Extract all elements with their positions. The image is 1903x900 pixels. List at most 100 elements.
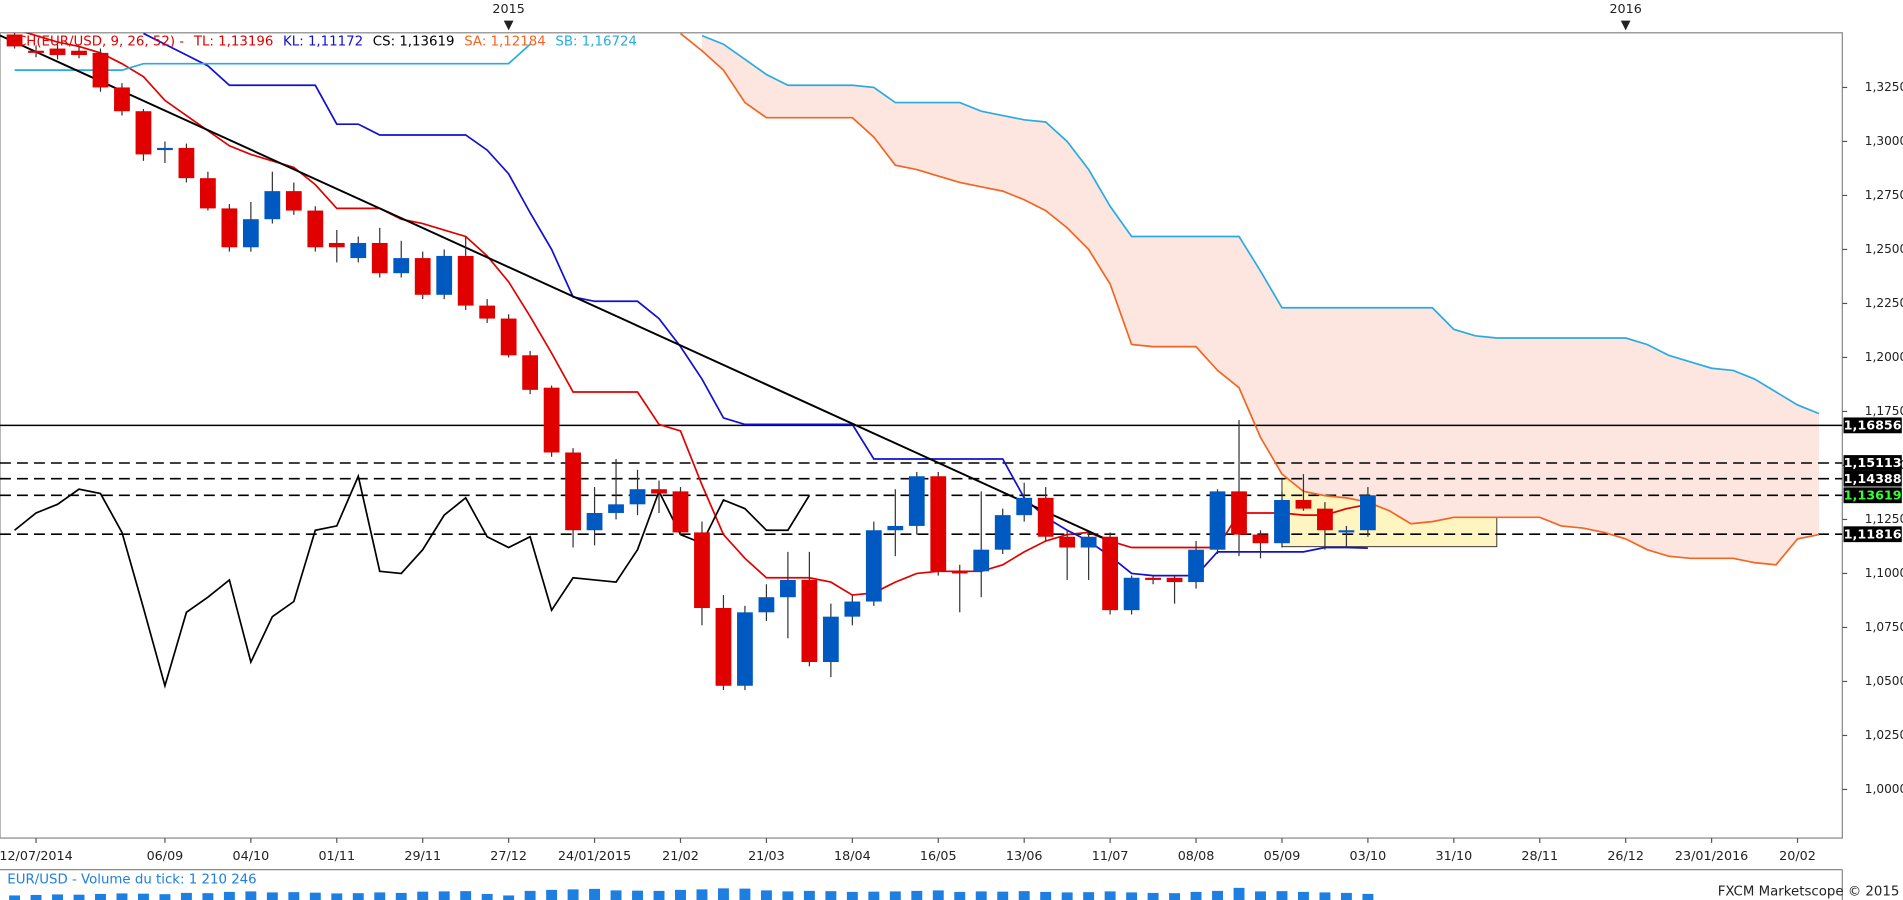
indicator-line xyxy=(143,32,1368,577)
candle-body xyxy=(221,208,238,248)
candle-body xyxy=(629,489,646,505)
candle-body xyxy=(350,242,367,259)
cloud xyxy=(701,35,1820,565)
candle-body xyxy=(1059,536,1076,548)
x-tick-label: 04/10 xyxy=(233,849,270,864)
volume-bar xyxy=(1104,891,1116,900)
volume-bar xyxy=(1276,891,1288,900)
candle-body xyxy=(1317,508,1333,531)
candle-body xyxy=(1188,549,1204,583)
y-tick-label: 1,0250 xyxy=(1865,728,1903,742)
candle-body xyxy=(242,219,259,248)
candle-body xyxy=(92,52,109,88)
volume-bar xyxy=(717,888,729,900)
candle-body xyxy=(522,355,539,390)
candle-body xyxy=(586,512,603,531)
candle-body xyxy=(908,476,925,526)
volume-bar xyxy=(1126,892,1138,900)
level-label-box xyxy=(1843,455,1902,471)
trendline xyxy=(0,34,1111,542)
x-tick-label: 06/09 xyxy=(147,849,184,864)
indicator-line xyxy=(679,32,1820,566)
candle-body xyxy=(307,210,324,248)
candle-body xyxy=(1338,530,1355,533)
candle-body xyxy=(1123,577,1140,611)
candle-body xyxy=(1209,491,1226,550)
volume-bar xyxy=(137,893,149,900)
candle-body xyxy=(1295,500,1312,509)
x-tick-label: 03/10 xyxy=(1350,849,1387,864)
candle-body xyxy=(672,491,689,533)
candle-body xyxy=(715,608,732,686)
candle-body xyxy=(951,571,968,574)
candle-body xyxy=(500,318,517,356)
candle-body xyxy=(264,191,281,220)
volume-bar xyxy=(589,888,601,900)
legend-entry: TL: 1,13196 xyxy=(193,34,273,49)
candle-body xyxy=(371,242,388,274)
candle-body xyxy=(1016,497,1033,516)
volume-bar xyxy=(1255,891,1266,900)
volume-bar xyxy=(954,891,966,900)
level-label-box xyxy=(1843,417,1902,434)
candle-body xyxy=(436,255,453,295)
candle-body xyxy=(328,242,345,248)
candle-body xyxy=(200,178,216,209)
candle-body xyxy=(1102,536,1119,611)
volume-bar xyxy=(803,890,815,900)
volume-bar xyxy=(223,891,235,900)
volume-bar xyxy=(1040,891,1052,900)
candle-body xyxy=(608,504,624,513)
x-tick-label: 11/07 xyxy=(1092,849,1129,864)
candle-body xyxy=(457,255,474,306)
legend-entry: SA: 1,12184 xyxy=(464,34,546,49)
volume-bar xyxy=(1340,892,1352,900)
volume-bar xyxy=(653,890,665,900)
x-tick-label: 31/10 xyxy=(1435,849,1472,864)
volume-bar xyxy=(911,890,923,900)
y-tick-label: 1,1750 xyxy=(1865,404,1903,418)
volume-bar xyxy=(331,893,343,900)
x-tick-label: 08/08 xyxy=(1178,849,1215,864)
candle-body xyxy=(1231,491,1247,535)
candle-body xyxy=(651,489,667,494)
candle-body xyxy=(737,612,753,686)
candle-body xyxy=(414,258,431,295)
volume-bar xyxy=(546,889,558,900)
volume-bar xyxy=(1297,891,1309,900)
volume-bar xyxy=(524,890,536,900)
legend-entry: CS: 1,13619 xyxy=(373,34,455,49)
volume-label: EUR/USD - Volume du tick: 1 210 246 xyxy=(7,872,256,887)
volume-bar xyxy=(846,891,858,900)
candle-body xyxy=(822,616,839,663)
volume-bar xyxy=(1190,891,1202,900)
x-tick-label: 27/12 xyxy=(490,849,527,864)
indicator-legend: CH(EUR/USD, 9, 26, 52) - TL: 1,13196 KL: 1… xyxy=(17,34,637,49)
volume-bar xyxy=(266,892,278,900)
level-label: 1,15113 xyxy=(1844,456,1902,471)
volume-bar xyxy=(632,890,643,900)
candle-body xyxy=(1080,536,1097,548)
candle-body xyxy=(1274,500,1290,544)
volume-bar xyxy=(1362,893,1374,900)
candle-body xyxy=(780,579,796,598)
volume-bar xyxy=(997,891,1009,900)
candle-body xyxy=(71,50,87,56)
candle-body xyxy=(543,387,560,453)
x-tick-label: 21/02 xyxy=(662,849,699,864)
level-label: 1,14388 xyxy=(1844,472,1902,487)
candle-body xyxy=(694,532,710,609)
y-tick-label: 1,0750 xyxy=(1865,620,1903,634)
indicator-title: CH(EUR/USD, 9, 26, 52) - xyxy=(17,34,184,49)
volume-bar xyxy=(374,892,386,900)
candle-body xyxy=(49,48,66,56)
y-tick-label: 1,3250 xyxy=(1865,80,1903,94)
candle-body xyxy=(887,525,904,531)
candle-body xyxy=(479,305,496,319)
y-tick-label: 1,1000 xyxy=(1865,566,1903,580)
candle-body xyxy=(1145,577,1161,580)
volume-bar xyxy=(889,891,901,900)
x-tick-label: 18/04 xyxy=(834,849,871,864)
